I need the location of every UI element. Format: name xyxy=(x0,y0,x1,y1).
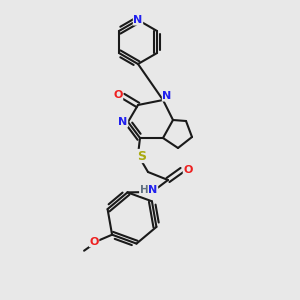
Text: O: O xyxy=(183,165,193,175)
Text: N: N xyxy=(162,91,172,101)
Text: H: H xyxy=(140,185,148,195)
Text: N: N xyxy=(118,117,127,127)
Text: S: S xyxy=(137,149,146,163)
Text: O: O xyxy=(113,90,123,100)
Text: N: N xyxy=(148,185,158,195)
Text: O: O xyxy=(89,237,99,247)
Text: N: N xyxy=(134,15,142,25)
